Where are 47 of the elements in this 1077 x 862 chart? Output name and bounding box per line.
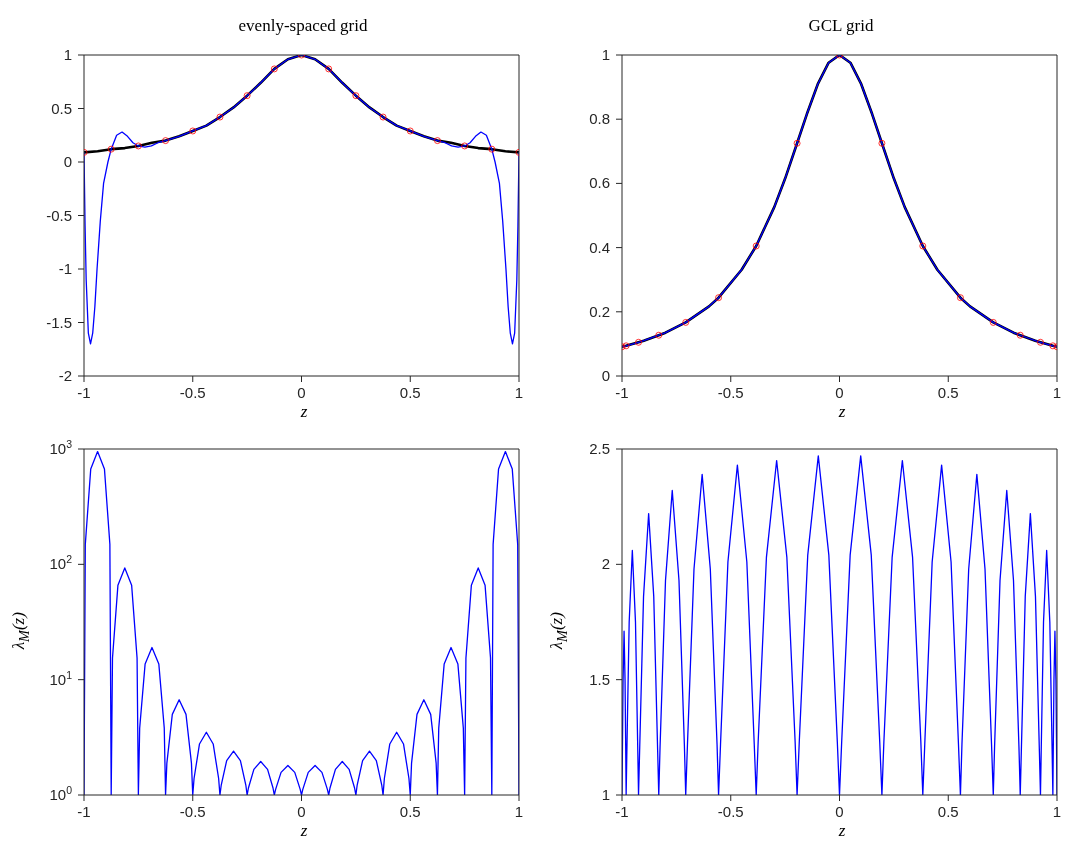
y-tick-label: 0.6 bbox=[589, 174, 610, 192]
x-tick-label: 0.5 bbox=[937, 803, 959, 820]
x-tick-label: 0.5 bbox=[399, 384, 421, 401]
chart-title: evenly-spaced grid bbox=[237, 16, 369, 37]
y-tick-label: 1.5 bbox=[589, 670, 610, 688]
y-tick-label: 1 bbox=[601, 46, 610, 63]
x-tick-label: 0 bbox=[835, 803, 844, 820]
y-tick-label: 10$^{2}$ bbox=[49, 553, 73, 573]
y-tick-label: 0.5 bbox=[51, 99, 72, 117]
y-tick-label: 1 bbox=[601, 786, 610, 803]
x-axis-title: z bbox=[299, 821, 309, 841]
x-tick-label: 0 bbox=[297, 384, 306, 401]
x-tick-label: -1 bbox=[615, 384, 629, 401]
x-axis-title: z bbox=[837, 821, 847, 841]
x-tick-label: 0 bbox=[297, 803, 306, 820]
x-tick-label: -0.5 bbox=[179, 803, 206, 820]
y-tick-label: 0 bbox=[601, 367, 610, 384]
x-tick-label: 0 bbox=[835, 384, 844, 401]
y-tick-label: 2.5 bbox=[589, 440, 610, 457]
y-tick-label: -1 bbox=[58, 260, 72, 277]
y-tick-label: 2 bbox=[601, 555, 610, 573]
y-tick-label: 0.4 bbox=[589, 238, 610, 256]
y-tick-label: 10$^{0}$ bbox=[49, 784, 73, 803]
x-tick-label: 0.5 bbox=[937, 384, 959, 401]
x-tick-label: 1 bbox=[1052, 384, 1062, 401]
x-tick-label: 0.5 bbox=[399, 803, 421, 820]
y-tick-label: -0.5 bbox=[46, 206, 72, 224]
y-tick-label: 0 bbox=[63, 153, 72, 170]
x-axis-title: z bbox=[837, 402, 847, 422]
x-tick-label: -1 bbox=[77, 384, 91, 401]
x-tick-label: -1 bbox=[77, 803, 91, 820]
y-tick-label: -1.5 bbox=[46, 313, 72, 331]
x-tick-label: 1 bbox=[514, 803, 524, 820]
x-tick-label: -0.5 bbox=[179, 384, 206, 401]
x-tick-label: 1 bbox=[514, 384, 524, 401]
y-tick-label: -2 bbox=[58, 367, 72, 384]
x-tick-label: -0.5 bbox=[717, 803, 744, 820]
x-tick-label: 1 bbox=[1052, 803, 1062, 820]
chart-title: GCL grid bbox=[807, 16, 875, 37]
y-tick-label: 10$^{1}$ bbox=[49, 668, 73, 688]
y-tick-label: 0.2 bbox=[589, 302, 610, 320]
x-tick-label: -0.5 bbox=[717, 384, 744, 401]
x-axis-title: z bbox=[299, 402, 309, 422]
y-tick-label: 1 bbox=[63, 46, 72, 63]
y-tick-label: 10$^{3}$ bbox=[49, 438, 73, 457]
x-tick-label: -1 bbox=[615, 803, 629, 820]
y-tick-label: 0.8 bbox=[589, 110, 610, 128]
